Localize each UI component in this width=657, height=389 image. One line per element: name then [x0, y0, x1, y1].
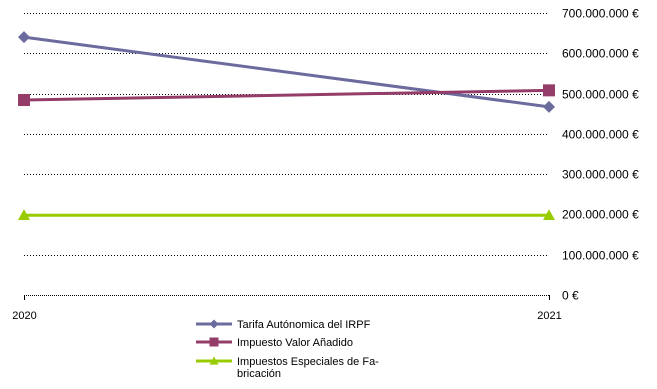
data-point-triangle — [209, 356, 219, 365]
data-point-triangle — [543, 209, 555, 221]
series-line — [23, 88, 550, 102]
data-point-square — [543, 84, 555, 97]
series-2 — [18, 209, 555, 221]
series-group — [18, 31, 555, 221]
data-point-diamond — [543, 100, 555, 113]
data-point-square — [18, 94, 30, 107]
legend-label: bricación — [237, 368, 281, 380]
series-0 — [18, 31, 555, 113]
x-axis: 2020 2021 — [12, 295, 562, 322]
y-tick-label: 700.000.000 € — [562, 7, 639, 21]
legend-entry-0: Tarifa Autónomica del IRPF — [196, 319, 371, 331]
y-axis-tick-labels: 0 € 100.000.000 € 200.000.000 € 300.000.000… — [562, 7, 639, 303]
x-tick-label: 2020 — [12, 310, 36, 322]
data-point-diamond — [18, 31, 30, 44]
data-point-diamond — [209, 319, 219, 329]
y-tick-label: 600.000.000 € — [562, 47, 639, 61]
series-line — [23, 35, 550, 109]
legend-label: Impuestos Especiales de Fa- — [237, 356, 379, 368]
legend-entry-2: Impuestos Especiales de Fa-bricación — [196, 356, 379, 380]
legend-label: Tarifa Autónomica del IRPF — [237, 319, 371, 331]
legend: Tarifa Autónomica del IRPF Impuesto Valor… — [196, 319, 379, 380]
data-point-triangle — [18, 209, 30, 221]
y-tick-label: 400.000.000 € — [562, 128, 639, 142]
y-tick-label: 300.000.000 € — [562, 168, 639, 182]
y-tick-label: 200.000.000 € — [562, 208, 639, 222]
legend-label: Impuesto Valor Añadido — [237, 337, 353, 349]
gridlines — [24, 13, 549, 296]
data-point-square — [209, 337, 219, 347]
y-tick-label: 0 € — [562, 289, 579, 303]
y-tick-label: 100.000.000 € — [562, 249, 639, 263]
series-1 — [18, 84, 555, 107]
legend-entry-1: Impuesto Valor Añadido — [196, 337, 353, 349]
y-tick-label: 500.000.000 € — [562, 88, 639, 102]
x-tick-label: 2021 — [537, 310, 561, 322]
